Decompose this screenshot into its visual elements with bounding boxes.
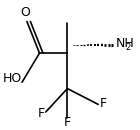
Text: O: O (21, 6, 31, 19)
Text: HO: HO (3, 72, 22, 85)
Text: F: F (38, 107, 45, 120)
Text: F: F (64, 116, 71, 129)
Text: F: F (99, 97, 107, 110)
Text: NH: NH (116, 37, 134, 50)
Text: 2: 2 (125, 43, 131, 52)
